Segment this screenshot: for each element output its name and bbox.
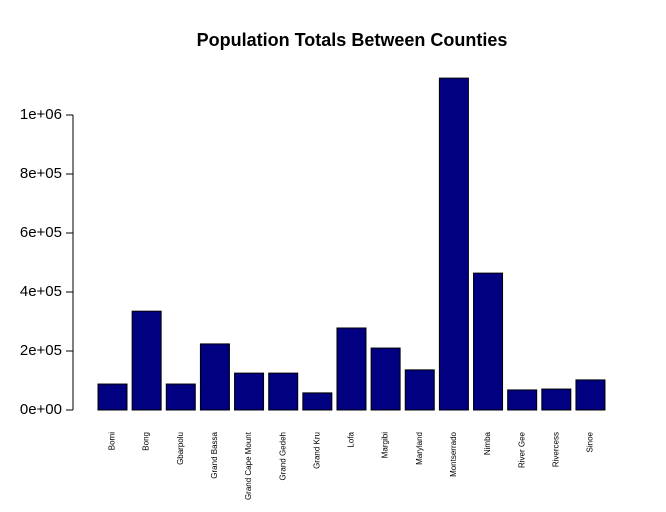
x-tick-label: Grand Gedeh xyxy=(278,432,287,480)
x-tick-label: River Gee xyxy=(517,431,526,468)
x-tick-label: Sinoe xyxy=(586,431,595,452)
y-tick-label: 8e+05 xyxy=(20,165,62,182)
bar xyxy=(438,77,469,411)
x-tick-label: Bomi xyxy=(108,432,117,450)
bar xyxy=(370,347,401,411)
x-tick-label: Grand Kru xyxy=(312,432,321,469)
bar xyxy=(302,392,333,411)
y-tick-label: 6e+05 xyxy=(20,224,62,241)
x-tick-label: Grand Bassa xyxy=(210,431,219,478)
bar xyxy=(199,343,230,411)
bar xyxy=(131,310,162,411)
x-tick-label: Bong xyxy=(142,432,151,451)
bar xyxy=(97,383,128,411)
y-tick-label: 2e+05 xyxy=(20,342,62,359)
x-tick-label: Lofa xyxy=(347,431,356,447)
bar xyxy=(404,369,435,411)
x-tick-label: Grand Cape Mount xyxy=(244,431,253,500)
bar xyxy=(234,372,265,411)
x-tick-label: Maryland xyxy=(415,432,424,465)
y-tick-label: 0e+00 xyxy=(20,401,62,418)
bar xyxy=(473,272,504,411)
x-tick-label: Montserrado xyxy=(449,431,458,476)
bar xyxy=(575,379,606,411)
bar xyxy=(507,389,538,411)
x-tick-label: Gbarpolu xyxy=(176,432,185,465)
bar xyxy=(268,372,299,411)
x-tick-label: Rivercess xyxy=(551,432,560,467)
bar xyxy=(165,383,196,411)
bar xyxy=(541,388,572,411)
y-tick-label: 1e+06 xyxy=(20,106,62,123)
x-tick-label: Margibi xyxy=(381,432,390,458)
chart-title: Population Totals Between Counties xyxy=(197,30,508,50)
bar xyxy=(336,327,367,411)
x-tick-label: Nimba xyxy=(483,431,492,455)
y-tick-label: 4e+05 xyxy=(20,283,62,300)
